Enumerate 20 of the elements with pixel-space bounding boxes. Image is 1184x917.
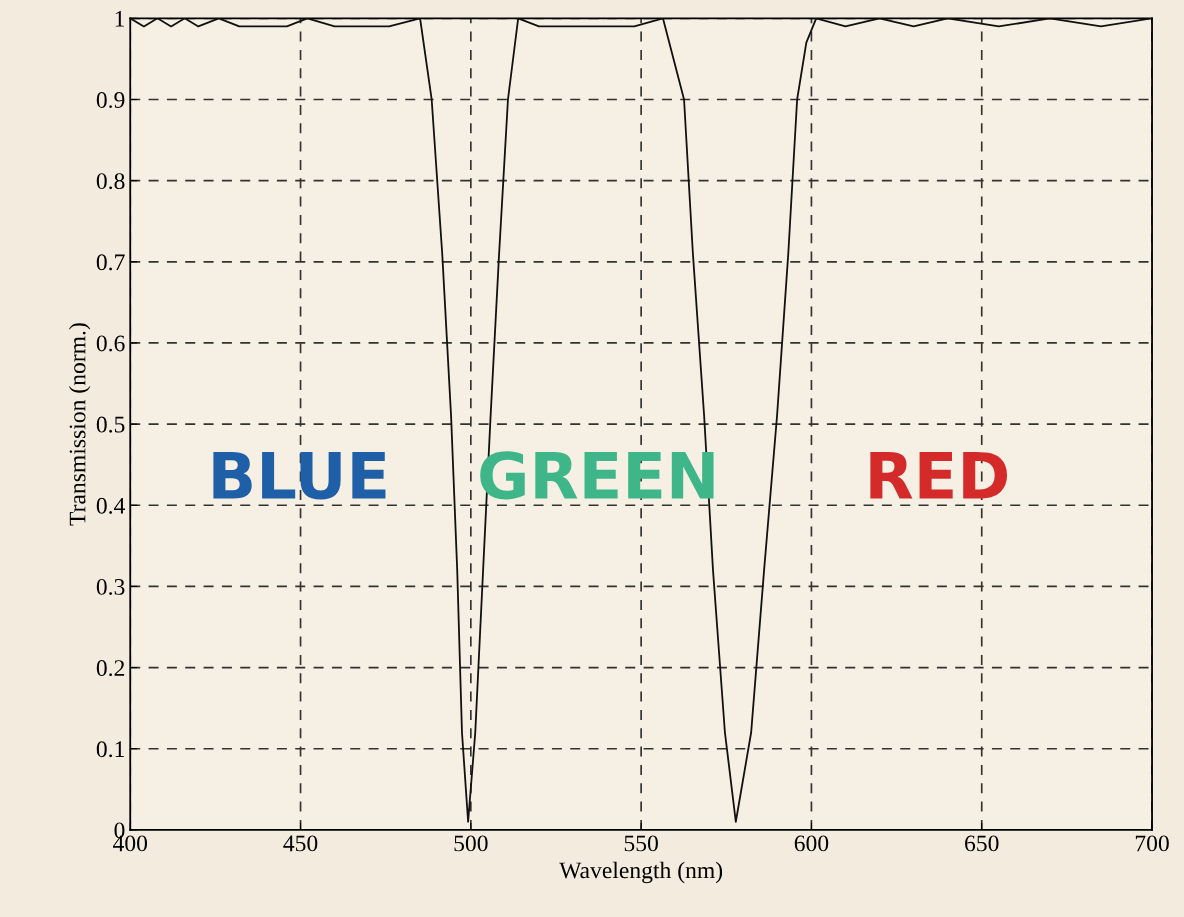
y-tick-label: 0.2 <box>96 660 125 677</box>
y-tick-label: 0.3 <box>96 578 125 595</box>
x-tick-label: 450 <box>283 835 318 852</box>
x-axis-title: Wavelength (nm) <box>559 861 723 884</box>
x-tick-label: 650 <box>965 835 999 852</box>
annotation: RED <box>870 451 1008 499</box>
x-tick-label: 700 <box>1135 835 1169 852</box>
annotation: BLUE <box>213 451 386 500</box>
y-tick-label: 0.4 <box>96 497 126 514</box>
y-tick-label: 0.1 <box>96 741 124 758</box>
x-tick-label: 550 <box>624 835 658 852</box>
y-tick-label: 0.8 <box>96 173 125 190</box>
y-tick-label: 0.9 <box>96 91 125 109</box>
x-tick-label: 500 <box>454 835 488 852</box>
y-tick-label: 1 <box>115 10 124 27</box>
y-tick-label: 0.6 <box>96 335 125 352</box>
y-tick-label: 0.5 <box>96 416 125 433</box>
y-axis-title: Transmission (norm.) <box>68 323 91 526</box>
y-tick-label: 0.7 <box>96 254 125 271</box>
x-tick-label: 600 <box>794 835 829 852</box>
